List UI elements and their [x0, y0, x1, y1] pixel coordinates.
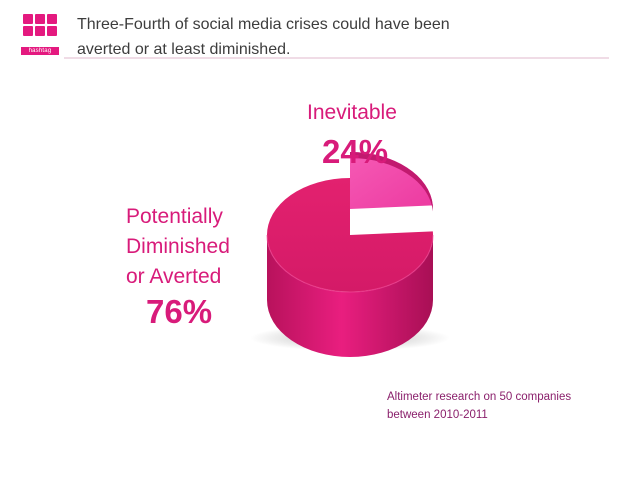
- logo-cell: [47, 14, 57, 24]
- potentially-label: Potentially Diminished or Averted: [126, 202, 296, 292]
- source-note: Altimeter research on 50 companies betwe…: [387, 388, 617, 424]
- potentially-label-line-3: or Averted: [126, 265, 222, 288]
- logo-cell: [35, 26, 45, 36]
- logo-cell: [47, 26, 57, 36]
- inevitable-label: Inevitable: [307, 101, 397, 124]
- pie-slice-1: [266, 178, 433, 292]
- page-title: Three-Fourth of social media crises coul…: [77, 12, 577, 62]
- pie-slice-0: [350, 152, 433, 209]
- hashtag-logo: hashtag: [21, 14, 59, 58]
- source-line-1: Altimeter research on 50 companies: [387, 391, 572, 403]
- potentially-label-line-2: Diminished: [126, 235, 230, 258]
- header-divider: [64, 57, 609, 59]
- page-title-line-1: Three-Fourth of social media crises coul…: [77, 16, 450, 33]
- potentially-value: 76%: [146, 293, 213, 330]
- logo-cell: [23, 14, 33, 24]
- logo-cell: [23, 26, 33, 36]
- page-title-line-2: averted or at least diminished.: [77, 41, 291, 58]
- logo-grid-icon: [23, 14, 59, 36]
- pie-slice-0-edge: [350, 152, 433, 212]
- logo-cell: [35, 14, 45, 24]
- pie-side-wall: [267, 235, 433, 357]
- potentially-label-line-1: Potentially: [126, 205, 223, 228]
- source-line-2: between 2010-2011: [387, 409, 488, 421]
- inevitable-value: 24%: [322, 133, 389, 170]
- logo-text: hashtag: [21, 47, 59, 55]
- pie-rim-highlight: [266, 234, 434, 293]
